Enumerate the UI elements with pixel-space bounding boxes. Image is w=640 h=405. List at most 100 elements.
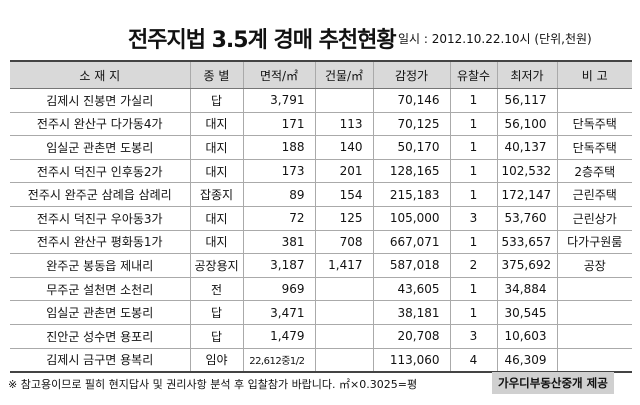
table-cell: 3 bbox=[449, 206, 497, 231]
table-row: 전주시 덕진구 우아동3가 대지 72 125 105,000 3 53,760 근린상가 bbox=[10, 206, 632, 231]
column-header: 면적/㎡ bbox=[242, 60, 315, 89]
table-cell: 533,657 bbox=[496, 230, 557, 255]
table-cell: 1 bbox=[449, 277, 497, 302]
table-cell: 50,170 bbox=[372, 135, 450, 160]
table-cell: 공장용지 bbox=[189, 253, 243, 278]
table-cell: 22,612중1/2 bbox=[242, 348, 315, 374]
table-cell: 3 bbox=[449, 324, 497, 349]
table-row: 임실군 관촌면 도봉리 답 3,471 38,181 1 30,545 bbox=[10, 300, 632, 325]
table-cell: 다가구원룸 bbox=[556, 230, 632, 255]
table-row: 진안군 성수면 용포리 답 1,479 20,708 3 10,603 bbox=[10, 324, 632, 349]
table-cell: 969 bbox=[242, 277, 315, 302]
table-cell: 임야 bbox=[189, 348, 243, 374]
table-cell: 단독주택 bbox=[556, 112, 632, 137]
table-cell: 171 bbox=[242, 112, 315, 137]
table-cell: 667,071 bbox=[372, 230, 450, 255]
table-cell bbox=[556, 324, 632, 349]
table-cell: 154 bbox=[314, 182, 373, 207]
table-cell bbox=[314, 300, 373, 325]
table-cell: 113 bbox=[314, 112, 373, 137]
table-cell: 173 bbox=[242, 159, 315, 184]
table-cell bbox=[314, 324, 373, 349]
table-row: 김제시 금구면 용복리 임야 22,612중1/2 113,060 4 46,309 bbox=[10, 348, 632, 374]
table-cell: 70,146 bbox=[372, 88, 450, 113]
table-cell bbox=[556, 88, 632, 113]
table-body: 김제시 진봉면 가실리 답 3,791 70,146 1 56,117 전주시 완산구 다가… bbox=[10, 88, 632, 374]
table-cell: 201 bbox=[314, 159, 373, 184]
table-cell: 무주군 설천면 소천리 bbox=[10, 277, 190, 302]
table-cell: 38,181 bbox=[372, 300, 450, 325]
table-cell: 완주군 봉동읍 제내리 bbox=[10, 253, 190, 278]
table-cell: 46,309 bbox=[496, 348, 557, 374]
table-cell: 70,125 bbox=[372, 112, 450, 137]
title: 전주지법 3.5계 경매 추천현황 bbox=[128, 28, 397, 53]
table-cell: 1 bbox=[449, 182, 497, 207]
table-cell: 전주시 완주군 삼례읍 삼례리 bbox=[10, 182, 190, 207]
table-cell: 대지 bbox=[189, 230, 243, 255]
table-cell: 근린주택 bbox=[556, 182, 632, 207]
subtitle: 일시 : 2012.10.22.10시 (단위,천원) bbox=[398, 32, 592, 46]
column-header: 비 고 bbox=[556, 60, 632, 89]
table-cell: 3,187 bbox=[242, 253, 315, 278]
table-cell: 전주시 완산구 평화동1가 bbox=[10, 230, 190, 255]
table-cell: 공장 bbox=[556, 253, 632, 278]
table-row: 임실군 관촌면 도봉리 대지 188 140 50,170 1 40,137 단독주택 bbox=[10, 135, 632, 160]
table-row: 전주시 덕진구 인후동2가 대지 173 201 128,165 1 102,532 2층주택 bbox=[10, 159, 632, 184]
table-row: 김제시 진봉면 가실리 답 3,791 70,146 1 56,117 bbox=[10, 88, 632, 113]
credit: 가우디부동산중개 제공 bbox=[492, 372, 614, 394]
table-cell: 임실군 관촌면 도봉리 bbox=[10, 135, 190, 160]
table-cell: 1 bbox=[449, 135, 497, 160]
column-header: 건물/㎡ bbox=[314, 60, 373, 89]
table-cell: 375,692 bbox=[496, 253, 557, 278]
column-header: 최저가 bbox=[496, 60, 557, 89]
table-cell: 708 bbox=[314, 230, 373, 255]
table-row: 완주군 봉동읍 제내리 공장용지 3,187 1,417 587,018 2 375,692… bbox=[10, 253, 632, 278]
table-cell: 단독주택 bbox=[556, 135, 632, 160]
column-header: 소 재 지 bbox=[10, 60, 190, 89]
table-row: 무주군 설천면 소천리 전 969 43,605 1 34,884 bbox=[10, 277, 632, 302]
table-cell: 2 bbox=[449, 253, 497, 278]
table-cell: 72 bbox=[242, 206, 315, 231]
table-cell: 125 bbox=[314, 206, 373, 231]
table-cell: 답 bbox=[189, 88, 243, 113]
column-header: 종 별 bbox=[189, 60, 243, 89]
table-cell: 172,147 bbox=[496, 182, 557, 207]
table-cell: 113,060 bbox=[372, 348, 450, 374]
table-cell: 215,183 bbox=[372, 182, 450, 207]
table-cell: 대지 bbox=[189, 112, 243, 137]
table-cell: 20,708 bbox=[372, 324, 450, 349]
footnote: ※ 참고용이므로 필히 현지답사 및 권리사항 분석 후 입찰참가 바랍니다. … bbox=[8, 378, 418, 391]
table-cell: 128,165 bbox=[372, 159, 450, 184]
table-cell bbox=[556, 300, 632, 325]
table-cell: 대지 bbox=[189, 206, 243, 231]
table-cell: 40,137 bbox=[496, 135, 557, 160]
column-header: 감정가 bbox=[372, 60, 450, 89]
table-cell: 10,603 bbox=[496, 324, 557, 349]
table-cell: 102,532 bbox=[496, 159, 557, 184]
table-cell: 1 bbox=[449, 230, 497, 255]
column-header: 유찰수 bbox=[449, 60, 497, 89]
table-cell: 답 bbox=[189, 324, 243, 349]
table-cell bbox=[314, 277, 373, 302]
table-cell: 53,760 bbox=[496, 206, 557, 231]
table-cell: 105,000 bbox=[372, 206, 450, 231]
table-cell: 3,471 bbox=[242, 300, 315, 325]
table-cell: 56,117 bbox=[496, 88, 557, 113]
table-cell: 89 bbox=[242, 182, 315, 207]
table-cell bbox=[314, 348, 373, 374]
table-cell bbox=[556, 348, 632, 374]
table-cell: 140 bbox=[314, 135, 373, 160]
table-cell: 34,884 bbox=[496, 277, 557, 302]
table-cell: 대지 bbox=[189, 135, 243, 160]
table-cell: 30,545 bbox=[496, 300, 557, 325]
table-cell: 1,479 bbox=[242, 324, 315, 349]
table-cell: 잡종지 bbox=[189, 182, 243, 207]
table-cell: 전주시 덕진구 인후동2가 bbox=[10, 159, 190, 184]
table-cell: 587,018 bbox=[372, 253, 450, 278]
table-cell: 188 bbox=[242, 135, 315, 160]
table-row: 전주시 완주군 삼례읍 삼례리 잡종지 89 154 215,183 1 172,147 근린… bbox=[10, 182, 632, 207]
table-cell: 56,100 bbox=[496, 112, 557, 137]
table-cell: 381 bbox=[242, 230, 315, 255]
table-cell bbox=[556, 277, 632, 302]
